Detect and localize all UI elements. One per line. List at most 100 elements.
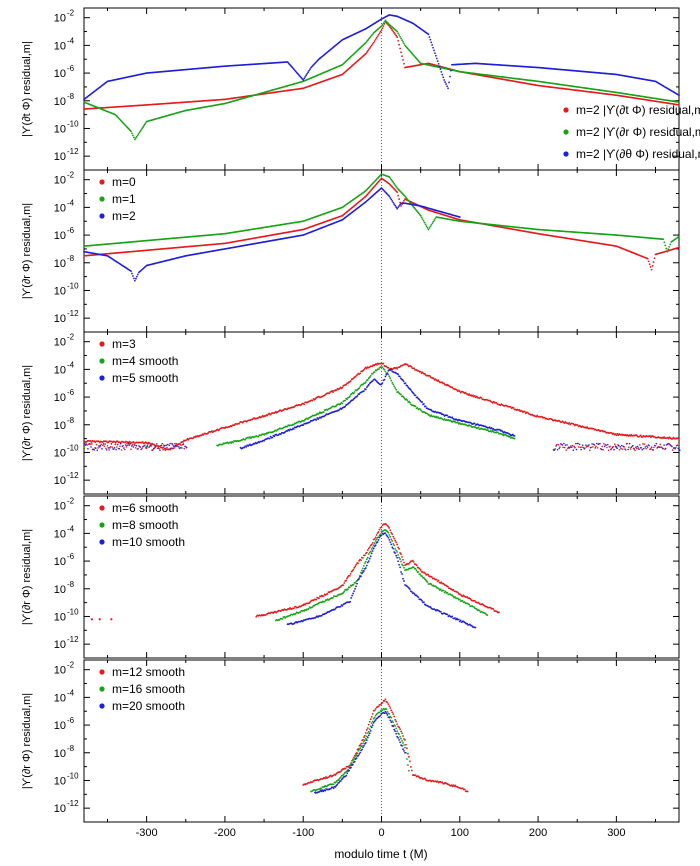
data-point xyxy=(430,41,433,44)
data-point xyxy=(353,391,356,393)
data-point xyxy=(391,381,394,384)
data-point xyxy=(399,375,401,378)
series-m-5-smooth xyxy=(239,368,516,450)
data-point xyxy=(365,51,368,54)
data-point xyxy=(448,81,450,84)
data-point xyxy=(389,377,392,380)
data-point xyxy=(139,130,142,133)
data-point xyxy=(367,38,370,40)
data-point xyxy=(399,393,402,396)
y-tick-exponent: -12 xyxy=(67,309,79,318)
data-point xyxy=(399,35,401,38)
data-point xyxy=(423,221,426,224)
data-point xyxy=(366,39,369,42)
legend-marker xyxy=(99,213,105,219)
data-point xyxy=(512,407,515,409)
data-point xyxy=(413,367,416,370)
data-point xyxy=(245,445,248,448)
y-tick-label: 10 xyxy=(54,68,66,80)
data-point xyxy=(383,368,386,371)
data-point xyxy=(140,128,143,131)
data-point xyxy=(397,373,399,376)
y-axis-label: |ϒ(∂r Φ) residual,m| xyxy=(21,365,33,461)
data-point xyxy=(431,222,434,225)
data-point xyxy=(409,401,411,404)
data-point xyxy=(370,44,373,47)
data-point xyxy=(376,35,379,38)
data-point xyxy=(447,87,449,90)
data-point xyxy=(395,34,398,37)
y-tick-label: 10 xyxy=(54,230,66,242)
data-point xyxy=(133,138,136,141)
data-point xyxy=(381,27,384,29)
data-point xyxy=(402,59,404,61)
data-point xyxy=(396,191,399,194)
legend-label: m=1 xyxy=(112,192,136,206)
data-point xyxy=(403,199,405,202)
data-point xyxy=(422,219,425,222)
data-point xyxy=(424,405,427,408)
data-point xyxy=(513,437,516,440)
data-point xyxy=(392,383,395,386)
y-tick-label: 10 xyxy=(54,13,66,25)
data-point xyxy=(374,38,377,41)
data-point xyxy=(666,250,669,253)
data-point xyxy=(647,260,650,263)
data-point xyxy=(432,46,434,49)
data-point xyxy=(449,75,451,78)
data-point xyxy=(523,410,526,413)
data-point xyxy=(439,68,442,71)
data-point xyxy=(363,390,365,392)
data-point xyxy=(384,370,387,373)
y-tick-label: 10 xyxy=(54,151,66,163)
data-point xyxy=(367,383,370,386)
data-point xyxy=(388,195,391,198)
y-tick-label: 10 xyxy=(54,420,66,432)
data-point xyxy=(386,372,389,375)
data-point xyxy=(172,447,175,450)
data-point xyxy=(315,419,318,421)
y-tick-exponent: -10 xyxy=(67,119,79,128)
data-point xyxy=(646,257,649,260)
data-point xyxy=(395,206,398,209)
data-point xyxy=(435,57,438,60)
data-point xyxy=(114,441,117,444)
data-point xyxy=(308,69,310,72)
data-point xyxy=(371,33,374,36)
y-tick-exponent: -12 xyxy=(67,471,79,480)
data-point xyxy=(307,71,310,74)
data-point xyxy=(364,388,367,391)
y-tick-exponent: -2 xyxy=(67,171,75,180)
data-point xyxy=(444,81,447,83)
data-point xyxy=(669,243,672,246)
data-point xyxy=(304,75,307,78)
data-point xyxy=(480,397,483,399)
data-point xyxy=(427,228,430,231)
data-point xyxy=(391,200,394,202)
y-tick-label: 10 xyxy=(54,392,66,404)
y-tick-exponent: -6 xyxy=(67,388,75,397)
data-point xyxy=(425,225,428,227)
data-point xyxy=(390,379,393,382)
data-point xyxy=(419,214,422,217)
legend-label: m=2 xyxy=(112,209,136,223)
y-tick-exponent: -12 xyxy=(67,147,79,156)
data-point xyxy=(433,49,435,52)
data-point xyxy=(375,37,378,39)
data-point xyxy=(436,60,439,63)
data-point xyxy=(429,38,432,41)
data-point xyxy=(430,223,433,226)
data-point xyxy=(450,69,452,72)
data-point xyxy=(344,399,347,402)
data-point xyxy=(390,198,393,201)
data-point xyxy=(398,34,401,36)
data-point xyxy=(143,123,146,126)
y-tick-exponent: -4 xyxy=(67,360,75,369)
y-tick-label: 10 xyxy=(54,123,66,135)
y-tick-label: 10 xyxy=(54,258,66,270)
data-point xyxy=(650,268,653,271)
data-point xyxy=(380,25,383,27)
data-point xyxy=(302,79,305,81)
